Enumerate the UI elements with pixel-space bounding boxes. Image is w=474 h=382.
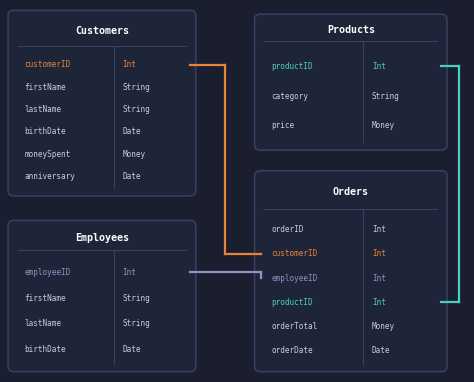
Text: Date: Date xyxy=(123,172,141,181)
FancyBboxPatch shape xyxy=(255,14,447,150)
Text: anniversary: anniversary xyxy=(25,172,75,181)
Text: Money: Money xyxy=(372,322,395,331)
Text: lastName: lastName xyxy=(25,105,62,114)
Text: birthDate: birthDate xyxy=(25,345,66,354)
FancyBboxPatch shape xyxy=(8,10,196,196)
FancyBboxPatch shape xyxy=(8,220,196,372)
Text: Int: Int xyxy=(123,60,137,70)
Text: moneySpent: moneySpent xyxy=(25,150,71,159)
FancyBboxPatch shape xyxy=(255,171,447,372)
Text: Date: Date xyxy=(372,346,391,356)
Text: Int: Int xyxy=(372,249,386,259)
Text: orderID: orderID xyxy=(271,225,303,234)
Text: Money: Money xyxy=(123,150,146,159)
Text: Money: Money xyxy=(372,121,395,130)
Text: String: String xyxy=(123,319,150,329)
Text: firstName: firstName xyxy=(25,83,66,92)
Text: Date: Date xyxy=(123,128,141,136)
Text: price: price xyxy=(271,121,294,130)
Text: Int: Int xyxy=(372,274,386,283)
Text: birthDate: birthDate xyxy=(25,128,66,136)
Text: productID: productID xyxy=(271,62,313,71)
Text: Date: Date xyxy=(123,345,141,354)
Text: lastName: lastName xyxy=(25,319,62,329)
Text: Int: Int xyxy=(372,62,386,71)
Text: customerID: customerID xyxy=(271,249,318,259)
Text: firstName: firstName xyxy=(25,293,66,303)
Text: customerID: customerID xyxy=(25,60,71,70)
Text: category: category xyxy=(271,92,308,100)
Text: Int: Int xyxy=(372,298,386,307)
Text: Int: Int xyxy=(372,225,386,234)
Text: Employees: Employees xyxy=(75,233,129,243)
Text: productID: productID xyxy=(271,298,313,307)
Text: String: String xyxy=(123,105,150,114)
Text: orderTotal: orderTotal xyxy=(271,322,318,331)
Text: orderDate: orderDate xyxy=(271,346,313,356)
Text: Orders: Orders xyxy=(333,188,369,197)
Text: employeeID: employeeID xyxy=(271,274,318,283)
Text: employeeID: employeeID xyxy=(25,268,71,277)
Text: String: String xyxy=(123,293,150,303)
Text: String: String xyxy=(372,92,400,100)
Text: String: String xyxy=(123,83,150,92)
Text: Int: Int xyxy=(123,268,137,277)
Text: Customers: Customers xyxy=(75,26,129,36)
Text: Products: Products xyxy=(327,25,375,35)
